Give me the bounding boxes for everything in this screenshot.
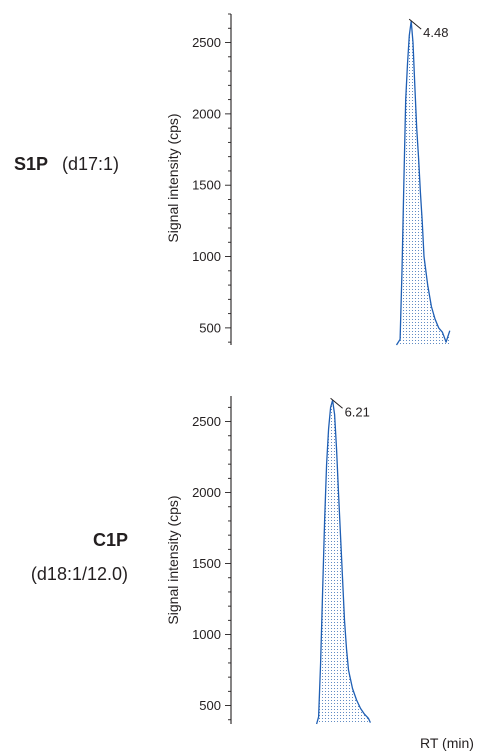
y-tick-label: 2500 <box>192 35 221 50</box>
panel-detail: (d18:1/12.0) <box>31 564 128 584</box>
y-tick-label: 1500 <box>192 178 221 193</box>
y-axis-label: Signal intensity (cps) <box>165 495 181 624</box>
panel-name: C1P <box>93 530 128 550</box>
y-tick-label: 2000 <box>192 106 221 121</box>
y-tick-label: 1000 <box>192 627 221 642</box>
y-tick-label: 2000 <box>192 485 221 500</box>
series-line <box>395 20 451 346</box>
panel-name: S1P <box>14 154 48 174</box>
panel-detail: (d17:1) <box>62 154 119 174</box>
y-axis-label: Signal intensity (cps) <box>165 113 181 242</box>
chart-panel-0: S1P (d17:1) Signal intensity (cps) 500 1000 1… <box>14 13 451 346</box>
y-tick-label: 2500 <box>192 414 221 429</box>
peak-area-fill <box>396 21 450 345</box>
peak-rt-label: 4.48 <box>423 25 448 40</box>
y-tick-label: 500 <box>199 320 221 335</box>
x-axis-label: RT (min) <box>420 735 474 751</box>
y-tick-label: 1000 <box>192 249 221 264</box>
peak-marker <box>330 397 343 409</box>
peak-rt-label: 6.21 <box>345 404 370 419</box>
peak-area-fill <box>316 400 371 724</box>
y-tick-label: 1500 <box>192 556 221 571</box>
chart-panel-1: C1P (d18:1/12.0) Signal intensity (cps) 500… <box>31 396 474 751</box>
y-tick-label: 500 <box>199 698 221 713</box>
series-line <box>315 399 371 725</box>
peak-marker <box>408 18 422 30</box>
